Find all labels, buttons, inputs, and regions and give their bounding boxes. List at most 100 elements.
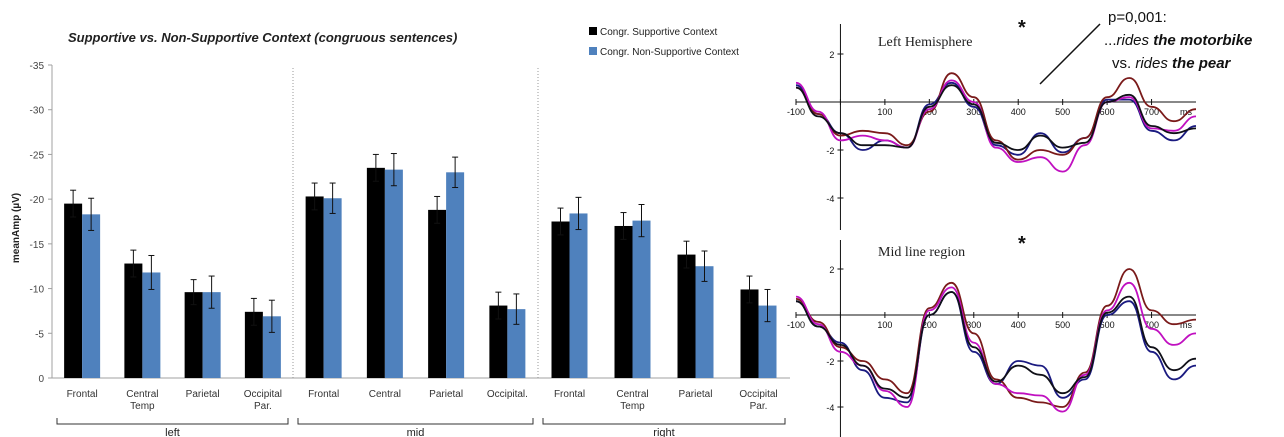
bar-right-1-series-1 bbox=[632, 220, 651, 378]
annotation-contrast-1-object: the motorbike bbox=[1153, 32, 1252, 49]
bar-mid-3-series-1 bbox=[507, 309, 526, 378]
erp-waveform-3 bbox=[795, 84, 1197, 151]
bar-right-3-series-0 bbox=[740, 289, 759, 378]
group-label-left: left bbox=[165, 427, 180, 437]
bar-y-tick-label: -20 bbox=[30, 195, 45, 206]
annotation-contrast-1-prefix: ... bbox=[1104, 32, 1117, 49]
erp-waveform-2 bbox=[795, 281, 1197, 413]
erp-waveform-3 bbox=[795, 291, 1197, 399]
erp-bottom-title: Mid line region bbox=[878, 245, 965, 260]
bar-x-label: Occipital Par. bbox=[244, 389, 282, 412]
bar-mid-0-series-0 bbox=[305, 196, 324, 378]
annotation-contrast-2-verb: rides bbox=[1135, 55, 1172, 72]
annotation-contrast-2: vs. rides the pear bbox=[1112, 55, 1232, 72]
bar-left-1-series-0 bbox=[124, 263, 143, 378]
bar-left-0-series-1 bbox=[82, 214, 101, 378]
bar-right-0-series-0 bbox=[551, 221, 570, 378]
bar-x-label: Occipital Par. bbox=[739, 389, 777, 412]
erp-x-tick-label: -100 bbox=[787, 107, 805, 117]
erp-x-tick-label: 600 bbox=[1100, 107, 1115, 117]
bar-x-label: Parietal bbox=[679, 389, 713, 400]
legend-swatch-supportive bbox=[589, 27, 597, 35]
group-bracket-left bbox=[56, 418, 289, 425]
erp-x-tick-label: 200 bbox=[922, 320, 937, 330]
bar-left-0-series-0 bbox=[64, 203, 83, 378]
bar-chart-group-separators bbox=[292, 68, 539, 378]
erp-x-tick-label: 400 bbox=[1011, 320, 1026, 330]
bar-chart-x-labels: Frontal Central Temp Parietal Occipital Par. F… bbox=[67, 389, 778, 412]
erp-y-tick-label: -4 bbox=[826, 403, 834, 413]
bar-y-tick-label: -5 bbox=[35, 329, 44, 340]
bar-left-1-series-1 bbox=[142, 272, 161, 378]
bar-chart-bars bbox=[64, 153, 777, 378]
annotation-pointer-line bbox=[1039, 23, 1101, 85]
bar-x-label: Parietal bbox=[186, 389, 220, 400]
legend-label-non-supportive: Congr. Non-Supportive Context bbox=[600, 47, 739, 58]
bar-y-tick-label: -30 bbox=[30, 106, 45, 117]
erp-panel-left-hemisphere: -4-22-100 100 200 300 400 500 600 700 ms* bbox=[787, 17, 1197, 230]
bar-x-label: Frontal bbox=[554, 389, 585, 400]
bar-right-3-series-1 bbox=[758, 305, 777, 378]
bar-left-2-series-0 bbox=[184, 292, 203, 378]
erp-y-tick-label: 2 bbox=[829, 50, 834, 60]
erp-x-tick-label: 400 bbox=[1011, 107, 1026, 117]
group-bracket-mid bbox=[297, 418, 534, 425]
bar-x-label: Frontal bbox=[67, 389, 98, 400]
erp-y-tick-label: 2 bbox=[829, 265, 834, 275]
erp-x-tick-label: 300 bbox=[966, 107, 981, 117]
bar-y-tick-label: 0 bbox=[38, 374, 44, 385]
annotation-contrast-1-verb: rides bbox=[1117, 32, 1154, 49]
bar-x-label: Central Temp bbox=[616, 389, 648, 412]
bar-mid-1-series-1 bbox=[384, 169, 403, 378]
group-label-mid: mid bbox=[407, 427, 425, 437]
legend-label-supportive: Congr. Supportive Context bbox=[600, 27, 718, 38]
bar-mid-2-series-0 bbox=[428, 209, 447, 378]
bar-left-2-series-1 bbox=[202, 292, 221, 378]
bar-chart-group-brackets: left mid right bbox=[56, 418, 786, 437]
group-label-right: right bbox=[653, 427, 674, 437]
bar-mid-1-series-0 bbox=[366, 167, 385, 378]
bar-mid-2-series-1 bbox=[446, 172, 465, 378]
erp-x-tick-label: 100 bbox=[877, 320, 892, 330]
erp-x-tick-label: 700 bbox=[1144, 320, 1159, 330]
erp-waveform-1 bbox=[795, 268, 1197, 408]
bar-x-label: Central Temp bbox=[126, 389, 158, 412]
bar-x-label: Central bbox=[369, 389, 401, 400]
significance-asterisk: * bbox=[1018, 17, 1026, 39]
bar-right-2-series-1 bbox=[695, 266, 714, 378]
bar-y-tick-label: -35 bbox=[30, 61, 45, 72]
erp-waveform-1 bbox=[795, 72, 1197, 161]
bar-right-2-series-0 bbox=[677, 254, 696, 378]
erp-x-unit: ms bbox=[1180, 320, 1192, 330]
erp-waveform-0 bbox=[795, 81, 1197, 156]
erp-x-unit: ms bbox=[1180, 107, 1192, 117]
annotation-contrast-1: ...rides the motorbike bbox=[1104, 32, 1252, 49]
bar-mid-0-series-1 bbox=[323, 198, 342, 378]
bar-right-0-series-1 bbox=[569, 213, 588, 378]
erp-x-tick-label: 700 bbox=[1144, 107, 1159, 117]
erp-x-tick-label: 500 bbox=[1055, 320, 1070, 330]
bar-x-label: Occipital. bbox=[487, 389, 528, 400]
erp-x-tick-label: 300 bbox=[966, 320, 981, 330]
erp-x-tick-label: 100 bbox=[877, 107, 892, 117]
erp-x-tick-label: -100 bbox=[787, 320, 805, 330]
bar-chart-y-axis-label: meanAmp (µV) bbox=[11, 193, 22, 263]
erp-y-tick-label: -2 bbox=[826, 146, 834, 156]
erp-y-tick-label: -4 bbox=[826, 194, 834, 204]
group-bracket-right bbox=[542, 418, 786, 425]
bar-mid-3-series-0 bbox=[489, 305, 508, 378]
bar-left-3-series-1 bbox=[262, 316, 281, 378]
annotation-contrast-2-object: the pear bbox=[1172, 55, 1232, 72]
annotation-p-value: p=0,001: bbox=[1108, 9, 1167, 26]
erp-waveform-2 bbox=[795, 79, 1197, 173]
erp-panel-midline: -4 -2 2 -100 100 200 300 400 500 600 700 ms * bbox=[787, 233, 1197, 437]
bar-chart-legend: Congr. Supportive Context Congr. Non-Sup… bbox=[589, 27, 739, 58]
bar-x-label: Frontal bbox=[308, 389, 339, 400]
bar-right-1-series-0 bbox=[614, 225, 633, 378]
erp-y-tick-label: -2 bbox=[826, 357, 834, 367]
bar-x-label: Parietal bbox=[429, 389, 463, 400]
annotation-contrast-2-prefix: vs. bbox=[1112, 55, 1135, 72]
bar-y-tick-label: -15 bbox=[30, 240, 45, 251]
significance-asterisk: * bbox=[1018, 233, 1026, 255]
